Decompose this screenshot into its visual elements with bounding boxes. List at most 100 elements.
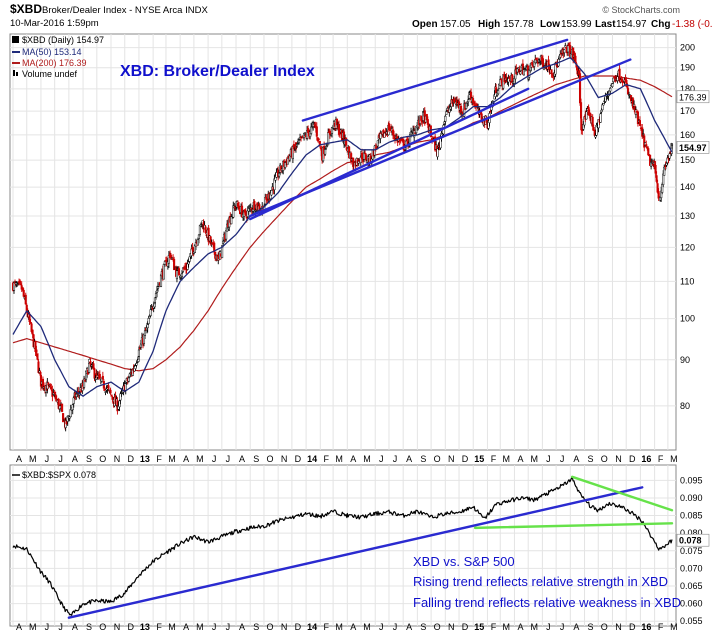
high-value: 157.78 (503, 19, 534, 30)
candle-body (611, 83, 614, 87)
candle-body (345, 138, 348, 146)
candle-body (426, 119, 429, 125)
candle-body (497, 90, 500, 95)
price-y-tick-label: 100 (680, 314, 695, 324)
candle-body (636, 111, 639, 125)
ratio-month-tick-label: A (239, 622, 245, 632)
price-x-axis: A M J J A S O N D 13 F M A M J J A S O N D 14 F M A M J J A S O N D 15 F M A… (16, 454, 678, 464)
ratio-month-tick-label: A (350, 622, 356, 632)
candle-body (655, 175, 658, 182)
ratio-month-tick-label: N (615, 622, 622, 632)
ratio-month-tick-label: J (212, 622, 217, 632)
price-y-axis: 80 90 100 110 120 130 140 150 160 170 180 190 200 (680, 43, 695, 411)
year-tick-label: 14 (307, 454, 317, 464)
candles-group (11, 41, 674, 432)
price-last-label-box (676, 141, 710, 154)
ratio-month-tick-label: O (266, 622, 273, 632)
candle-body (230, 216, 233, 225)
month-tick-label: J (45, 454, 50, 464)
ratio-y-tick-label: 0.075 (680, 546, 703, 556)
ratio-month-tick-label: D (295, 622, 302, 632)
candle-body (39, 371, 42, 376)
candle-body (39, 375, 42, 387)
candle-body (638, 120, 641, 126)
month-tick-label: J (212, 454, 217, 464)
price-y-tick-label: 150 (680, 155, 695, 165)
ma50-group (12, 56, 673, 397)
ohlc-readout: Open 157.05 High 157.78 Low 153.99 Last … (412, 19, 712, 30)
candle-body (175, 270, 178, 280)
price-y-tick-label: 170 (680, 106, 695, 116)
month-tick-label: J (393, 454, 398, 464)
ratio-month-tick-label: O (601, 622, 608, 632)
ratio-month-tick-label: J (226, 622, 231, 632)
month-tick-label: S (588, 454, 594, 464)
ratio-month-tick-label: A (183, 622, 189, 632)
ratio-y-axis: A M J J A S O N D 13 F M A M J J A S O N D 14 F M A M J J A S O N D 15 F M A… (16, 475, 703, 632)
chart-title: XBD: Broker/Dealer Index (120, 63, 315, 80)
ratio-notes: XBD vs. S&P 500 Rising trend reflects re… (413, 554, 681, 610)
ratio-month-tick-label: N (114, 622, 121, 632)
candle-body (350, 153, 353, 162)
candle-body (445, 111, 448, 116)
ratio-month-tick-label: M (29, 622, 37, 632)
candle-body (237, 205, 241, 210)
candle-body (519, 71, 522, 75)
ratio-last-label: 0.078 (679, 536, 702, 546)
legend-volume-swatch-2 (16, 72, 18, 76)
candle-body (147, 318, 150, 324)
ratio-note-3: Falling trend reflects relative weakness… (413, 595, 681, 610)
ratio-month-tick-label: J (393, 622, 398, 632)
candle-body (110, 394, 113, 397)
ratio-month-tick-label: O (99, 622, 106, 632)
year-tick-label: 16 (641, 454, 651, 464)
candle-body (170, 255, 173, 258)
candle-body (221, 245, 224, 259)
price-y-tick-label: 200 (680, 43, 695, 53)
month-tick-label: N (615, 454, 622, 464)
month-tick-label: M (335, 454, 343, 464)
month-tick-label: O (99, 454, 106, 464)
month-tick-label: O (434, 454, 441, 464)
price-y-tick-label: 180 (680, 84, 695, 94)
date-stamp: 10-Mar-2016 1:59pm (10, 18, 99, 29)
candle-body (519, 66, 522, 71)
copyright: © StockCharts.com (602, 5, 680, 15)
high-label: High (478, 19, 500, 30)
price-grid (10, 34, 676, 450)
ratio-grid (10, 465, 676, 626)
candle-body (535, 57, 538, 61)
month-tick-label: M (363, 454, 371, 464)
candle-body (35, 349, 38, 353)
ratio-month-tick-label: J (546, 622, 551, 632)
candle-body (444, 115, 447, 122)
candle-body (460, 105, 463, 113)
month-tick-label: A (239, 454, 245, 464)
ratio-note-1: XBD vs. S&P 500 (413, 554, 515, 569)
candle-body (207, 227, 210, 243)
candle-body (146, 324, 149, 329)
price-last-label: 154.97 (679, 143, 707, 153)
candle-body (156, 286, 160, 289)
ma200-last-label-box (676, 90, 710, 104)
candle-body (600, 109, 603, 113)
ratio-month-tick-label: F (491, 622, 497, 632)
candle-body (103, 388, 106, 391)
month-tick-label: D (127, 454, 134, 464)
ratio-panel (9, 464, 677, 627)
price-trendlines (249, 38, 632, 221)
candle-body (149, 309, 152, 316)
candle-body (72, 397, 75, 404)
candle-body (232, 205, 235, 218)
price-y-tick-label: 90 (680, 355, 690, 365)
candle-body (225, 230, 228, 240)
year-tick-label: 13 (140, 454, 150, 464)
ratio-y-tick-label: 0.070 (680, 563, 703, 573)
candle-body (563, 49, 566, 54)
ratio-month-tick-label: A (406, 622, 412, 632)
month-tick-label: A (573, 454, 579, 464)
ratio-month-tick-label: M (670, 622, 678, 632)
candle-body (326, 145, 329, 147)
month-tick-label: J (58, 454, 63, 464)
candle-body (310, 126, 313, 134)
